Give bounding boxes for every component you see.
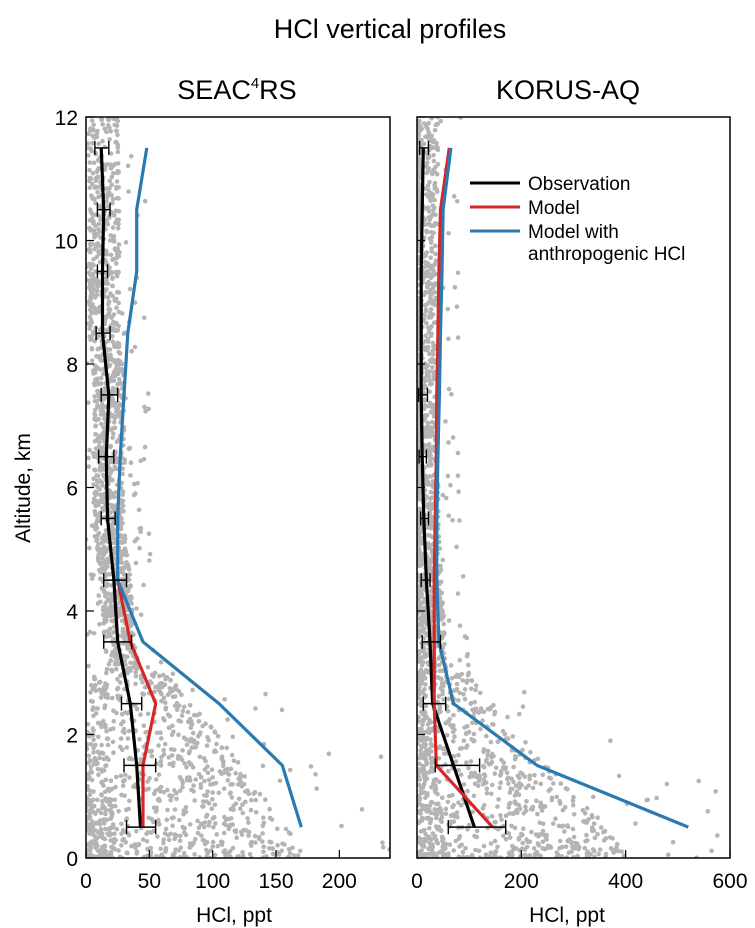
x-tick-label-korus-aq-200: 200 bbox=[504, 870, 539, 893]
error-bar-seac4rs-6 bbox=[100, 511, 116, 526]
error-bar-seac4rs-11 bbox=[125, 820, 157, 835]
y-tick-label-0: 0 bbox=[66, 848, 78, 871]
error-bar-seac4rs-8 bbox=[103, 634, 133, 649]
x-tick-label-seac4rs-150: 150 bbox=[258, 870, 293, 893]
x-tick-label-seac4rs-0: 0 bbox=[80, 870, 92, 893]
x-tick-label-seac4rs-200: 200 bbox=[322, 870, 357, 893]
y-tick-label-8: 8 bbox=[66, 354, 78, 377]
series-line-seac4rs-observation bbox=[99, 147, 143, 828]
error-bar-seac4rs-9 bbox=[120, 696, 143, 711]
error-bar-korus-aq-7 bbox=[434, 758, 481, 773]
scatter-cloud-seac4rs bbox=[86, 117, 390, 858]
error-bar-korus-aq-3 bbox=[419, 511, 430, 526]
error-bar-korus-aq-5 bbox=[421, 634, 442, 649]
legend: Observation Model Model with anthropogen… bbox=[470, 174, 685, 265]
x-tick-label-seac4rs-50: 50 bbox=[138, 870, 161, 893]
error-bar-seac4rs-2 bbox=[96, 264, 109, 279]
panel-seac4rs: 0 50 100 150 200 0 2 4 6 8 10 12 bbox=[55, 107, 391, 893]
error-bar-seac4rs-10 bbox=[123, 758, 157, 773]
y-tick-label-2: 2 bbox=[66, 725, 78, 748]
y-tick-label-10: 10 bbox=[55, 231, 78, 254]
series-line-seac4rs-model-anthro bbox=[116, 147, 303, 828]
panel-korus-aq: 0 200 400 600 bbox=[411, 116, 748, 893]
error-bar-seac4rs-1 bbox=[96, 202, 111, 217]
error-bar-seac4rs-5 bbox=[97, 449, 115, 464]
error-bar-seac4rs-0 bbox=[94, 140, 110, 155]
x-tick-label-korus-aq-400: 400 bbox=[608, 870, 643, 893]
error-bar-korus-aq-1 bbox=[417, 387, 429, 402]
y-tick-label-12: 12 bbox=[55, 107, 78, 130]
legend-label-observation: Observation bbox=[528, 174, 630, 195]
y-axis-label: Altitude, km bbox=[12, 433, 35, 543]
panel-title-seac4rs-main: SEAC bbox=[177, 75, 251, 105]
legend-label-model-anthro-line2: anthropogenic HCl bbox=[528, 244, 685, 265]
x-axis-label-seac4rs: HCl, ppt bbox=[196, 904, 272, 927]
x-axis-label-korus-aq: HCl, ppt bbox=[529, 904, 605, 927]
series-line-seac4rs-model bbox=[116, 579, 158, 828]
legend-label-model-anthro: Model with bbox=[528, 222, 619, 243]
panel-title-seac4rs-sup: 4 bbox=[251, 75, 259, 92]
figure-title: HCl vertical profiles bbox=[274, 14, 507, 44]
error-bar-korus-aq-2 bbox=[418, 449, 428, 464]
y-tick-label-4: 4 bbox=[66, 601, 78, 624]
error-bar-seac4rs-4 bbox=[100, 387, 119, 402]
panel-title-korus-aq: KORUS-AQ bbox=[496, 75, 640, 105]
x-tick-label-korus-aq-0: 0 bbox=[411, 870, 423, 893]
x-tick-label-seac4rs-100: 100 bbox=[195, 870, 230, 893]
panel-title-seac4rs: SEAC4RS bbox=[177, 75, 296, 105]
error-bar-korus-aq-0 bbox=[418, 140, 430, 155]
y-tick-label-6: 6 bbox=[66, 478, 78, 501]
panel-title-seac4rs-tail: RS bbox=[259, 75, 297, 105]
error-bar-seac4rs-7 bbox=[103, 573, 128, 588]
plot-frame-seac4rs bbox=[85, 116, 391, 859]
error-bar-korus-aq-8 bbox=[447, 820, 507, 835]
legend-label-model: Model bbox=[528, 198, 580, 219]
error-bar-korus-aq-6 bbox=[422, 696, 447, 711]
series-line-korus-aq-model-anthro bbox=[435, 147, 689, 829]
error-bar-korus-aq-4 bbox=[420, 573, 431, 588]
x-tick-label-korus-aq-600: 600 bbox=[712, 870, 747, 893]
error-bar-seac4rs-3 bbox=[95, 326, 111, 341]
